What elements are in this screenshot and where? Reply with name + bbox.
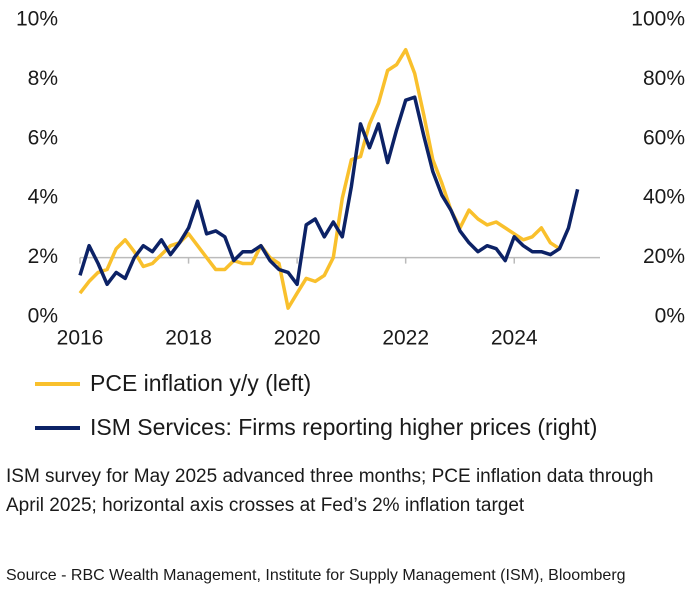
y-tick-label: 4% [28, 186, 58, 209]
y-tick-label: 6% [28, 126, 58, 149]
legend-label: ISM Services: Firms reporting higher pri… [90, 414, 597, 440]
y2-tick-label: 80% [643, 67, 685, 90]
legend-label: PCE inflation y/y (left) [90, 370, 311, 396]
y-tick-label: 10% [16, 8, 58, 31]
x-tick-label: 2016 [57, 327, 104, 350]
y2-tick-label: 60% [643, 126, 685, 149]
series-line [78, 95, 580, 287]
y-tick-label: 8% [28, 67, 58, 90]
x-tick-label: 2024 [491, 327, 538, 350]
y2-tick-label: 100% [631, 8, 685, 31]
series-line [78, 47, 561, 310]
x-tick-label: 2020 [274, 327, 321, 350]
x-tick-label: 2022 [382, 327, 429, 350]
chart-note: ISM survey for May 2025 advanced three m… [6, 466, 654, 516]
y-tick-label: 2% [28, 245, 58, 268]
y2-tick-label: 0% [655, 305, 685, 328]
x-tick-label: 2018 [165, 327, 212, 350]
y-tick-label: 0% [28, 305, 58, 328]
chart: 0% 2% 4% 6% 8% 10% 0% 20% 40% 60% 80% 100% 2016 2018 2… [16, 8, 685, 441]
y2-tick-label: 20% [643, 245, 685, 268]
chart-source: Source - RBC Wealth Management, Institut… [6, 567, 626, 584]
y2-tick-label: 40% [643, 186, 685, 209]
